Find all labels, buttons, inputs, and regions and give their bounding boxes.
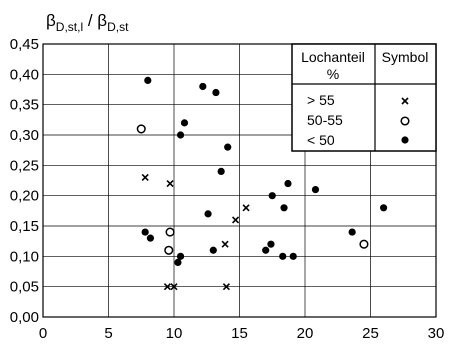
- data-point-filled-circle: [224, 143, 232, 151]
- y-axis-label: βD,st,l / βD,st: [46, 11, 129, 34]
- y-label-sub-1: D,st,l: [56, 20, 83, 34]
- data-point-open-circle: [165, 227, 175, 237]
- y-tick-label: 0,15: [10, 218, 39, 235]
- data-point-cross: [242, 204, 250, 212]
- plot-frame: [42, 43, 437, 318]
- y-tick-label: 0,20: [10, 188, 39, 205]
- x-tick-label: 20: [297, 325, 314, 342]
- y-tick-label: 0,05: [10, 279, 39, 296]
- data-point-cross: [170, 283, 178, 291]
- data-point-filled-circle: [141, 228, 149, 236]
- data-point-filled-circle: [348, 228, 356, 236]
- data-point-filled-circle: [174, 258, 182, 266]
- data-point-filled-circle: [217, 167, 225, 175]
- y-label-sub-2: D,st: [107, 20, 129, 34]
- data-point-filled-circle: [268, 192, 276, 200]
- x-tick-label: 25: [362, 325, 379, 342]
- data-point-cross: [163, 283, 172, 291]
- y-label-beta-1: β: [46, 11, 56, 30]
- data-marks: [136, 76, 388, 291]
- data-point-filled-circle: [280, 204, 288, 212]
- legend-label-gt55: > 55: [307, 92, 335, 108]
- y-tick-label: 0,25: [10, 157, 39, 174]
- tick-labels: 0 5 10 15 20 25 30 0,00 0,05 0,10 0,15 0,20 0,25 0,30…: [10, 36, 445, 342]
- data-point-filled-circle: [279, 252, 287, 260]
- data-point-filled-circle: [180, 119, 189, 127]
- x-tick-label: 0: [39, 325, 47, 342]
- data-point-filled-circle: [176, 252, 185, 260]
- legend-header-symbol: Symbol: [382, 49, 429, 65]
- data-point-cross: [141, 173, 149, 182]
- data-point-filled-circle: [146, 234, 155, 242]
- data-point-filled-circle: [204, 210, 212, 218]
- data-point-filled-circle: [144, 76, 152, 84]
- legend: Lochanteil % Symbol > 55 50-55 < 50: [291, 43, 437, 152]
- data-point-filled-circle: [267, 240, 275, 248]
- y-tick-label: 0,35: [10, 97, 39, 114]
- x-tick-label: 5: [104, 325, 112, 342]
- data-point-filled-circle: [199, 82, 207, 91]
- data-point-filled-circle: [284, 179, 292, 188]
- data-point-filled-circle: [209, 246, 217, 254]
- legend-label-50-55: 50-55: [307, 112, 343, 128]
- data-point-filled-circle: [212, 88, 220, 97]
- y-tick-label: 0,30: [10, 127, 39, 144]
- legend-label-lt50: < 50: [307, 132, 335, 148]
- x-tick-label: 10: [166, 325, 183, 342]
- data-point-open-circle: [359, 239, 369, 249]
- legend-symbols: [400, 97, 410, 144]
- legend-symbol-open-circle-icon: [400, 116, 410, 126]
- legend-symbol-filled-circle-icon: [401, 136, 409, 144]
- data-point-cross: [222, 283, 230, 291]
- y-tick-label: 0,40: [10, 66, 39, 83]
- data-point-open-circle: [164, 245, 174, 255]
- legend-symbol-cross-icon: [401, 97, 409, 105]
- data-point-cross: [221, 240, 229, 248]
- y-tick-label: 0,00: [10, 309, 39, 326]
- data-point-filled-circle: [380, 204, 388, 212]
- y-label-slash: /: [83, 11, 97, 30]
- y-tick-label: 0,45: [10, 36, 39, 53]
- data-point-filled-circle: [262, 246, 270, 254]
- y-label-beta-2: β: [97, 11, 107, 30]
- data-point-filled-circle: [176, 131, 185, 139]
- x-tick-label: 30: [428, 325, 445, 342]
- data-point-filled-circle: [289, 252, 297, 260]
- legend-header-lochanteil: Lochanteil: [301, 49, 365, 65]
- legend-box: [291, 43, 437, 152]
- data-point-filled-circle: [311, 186, 320, 194]
- data-point-open-circle: [136, 124, 146, 134]
- data-point-cross: [166, 179, 174, 188]
- legend-header-percent: %: [327, 66, 339, 82]
- x-tick-label: 15: [231, 325, 248, 342]
- data-point-cross: [232, 216, 240, 224]
- y-tick-label: 0,10: [10, 248, 39, 265]
